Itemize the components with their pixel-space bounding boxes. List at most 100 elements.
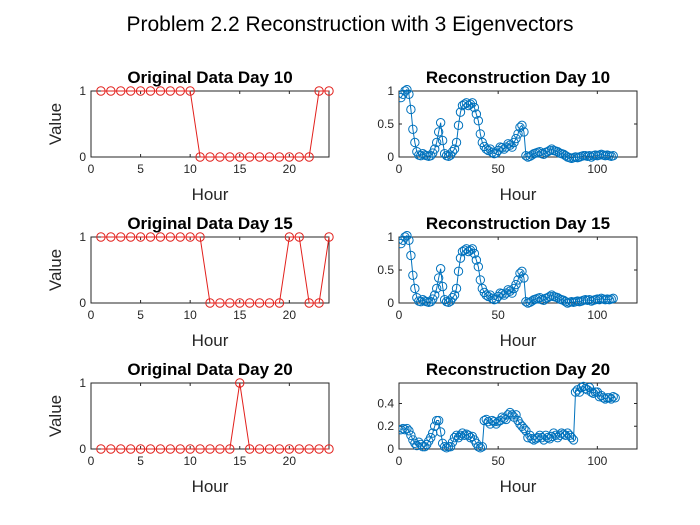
- data-point: [467, 244, 478, 254]
- data-point: [406, 250, 416, 261]
- data-point: [324, 86, 334, 96]
- data-point: [404, 89, 414, 100]
- data-point: [435, 263, 446, 274]
- data-point: [235, 378, 245, 388]
- data-point: [185, 86, 195, 96]
- subplot-3: 0 5 10 15 20 0 1 Original Data Day 15 Hour Value: [46, 214, 334, 350]
- data-point: [519, 127, 529, 137]
- x-tick-label: 100: [587, 308, 607, 322]
- y-tick-label: 1: [387, 84, 394, 98]
- data-point: [314, 444, 324, 454]
- x-tick-label: 20: [283, 454, 297, 468]
- data-point: [453, 266, 464, 277]
- data-point: [195, 152, 205, 162]
- x-tick-label: 15: [233, 308, 247, 322]
- data-point: [314, 298, 324, 308]
- data-point: [507, 142, 517, 152]
- x-axis-label: Hour: [500, 185, 537, 204]
- data-point: [304, 152, 314, 162]
- x-tick-label: 0: [88, 162, 95, 176]
- y-tick-label: 0: [387, 442, 394, 456]
- data-point: [439, 442, 450, 452]
- series: [399, 85, 618, 163]
- data-point: [467, 98, 478, 108]
- y-tick-label: 0.2: [377, 419, 394, 433]
- x-tick-label: 10: [183, 454, 197, 468]
- data-point: [254, 444, 265, 454]
- data-point: [116, 86, 126, 96]
- data-point: [205, 298, 215, 308]
- data-point: [165, 232, 176, 242]
- data-point: [145, 232, 156, 242]
- x-tick-label: 5: [137, 454, 144, 468]
- data-point: [125, 232, 136, 242]
- series: [96, 378, 334, 454]
- x-tick-label: 0: [88, 308, 95, 322]
- data-point: [406, 430, 416, 441]
- data-point: [473, 116, 484, 126]
- data-point: [165, 444, 176, 454]
- data-point: [513, 129, 523, 139]
- data-point: [408, 270, 418, 280]
- data-point: [604, 393, 614, 403]
- plot-area: [90, 90, 330, 158]
- data-point: [274, 444, 285, 454]
- data-point: [426, 432, 436, 443]
- subplot-2: 0 50 100 0 0.5 1 Reconstruction Day 10 Hour: [377, 68, 638, 204]
- x-tick-label: 10: [183, 308, 197, 322]
- y-tick-label: 0: [387, 296, 394, 310]
- data-point: [225, 444, 235, 454]
- data-point: [431, 283, 442, 294]
- data-point: [570, 387, 581, 397]
- data-point: [294, 232, 304, 242]
- data-point: [437, 281, 448, 292]
- data-point: [433, 127, 444, 137]
- data-point: [205, 444, 215, 454]
- data-point: [264, 152, 275, 162]
- data-point: [475, 275, 486, 285]
- data-point: [471, 109, 482, 119]
- x-tick-label: 100: [587, 454, 607, 468]
- data-point: [215, 298, 225, 308]
- y-tick-label: 0.4: [377, 396, 394, 410]
- x-tick-label: 0: [396, 308, 403, 322]
- x-tick-label: 15: [233, 162, 247, 176]
- data-point: [517, 266, 527, 277]
- data-point: [475, 129, 486, 139]
- data-point: [487, 147, 497, 158]
- data-point: [402, 231, 412, 241]
- data-point: [430, 290, 440, 300]
- data-point: [402, 85, 412, 95]
- data-point: [447, 293, 458, 303]
- data-point: [507, 288, 517, 298]
- data-point: [447, 437, 458, 447]
- data-point: [473, 262, 484, 272]
- data-point: [449, 290, 460, 300]
- data-point: [435, 117, 446, 128]
- data-point: [215, 444, 225, 454]
- y-tick-label: 0: [79, 442, 86, 456]
- data-point: [402, 423, 412, 434]
- data-point: [145, 444, 156, 454]
- data-point: [451, 283, 462, 294]
- data-point: [455, 253, 466, 263]
- data-point: [125, 86, 136, 96]
- subplot-title: Original Data Day 15: [127, 214, 292, 233]
- series: [96, 232, 334, 308]
- data-point: [399, 423, 408, 434]
- data-point: [125, 444, 136, 454]
- data-point: [519, 273, 529, 283]
- series: [399, 381, 620, 453]
- data-point: [284, 232, 295, 242]
- data-point: [254, 152, 265, 162]
- data-point: [527, 434, 537, 444]
- data-point: [215, 152, 225, 162]
- data-point: [135, 86, 146, 96]
- x-axis-label: Hour: [192, 185, 229, 204]
- data-point: [410, 438, 420, 449]
- subplot-title: Reconstruction Day 15: [426, 214, 610, 233]
- data-point: [185, 444, 195, 454]
- data-point: [205, 152, 215, 162]
- data-point: [449, 144, 460, 154]
